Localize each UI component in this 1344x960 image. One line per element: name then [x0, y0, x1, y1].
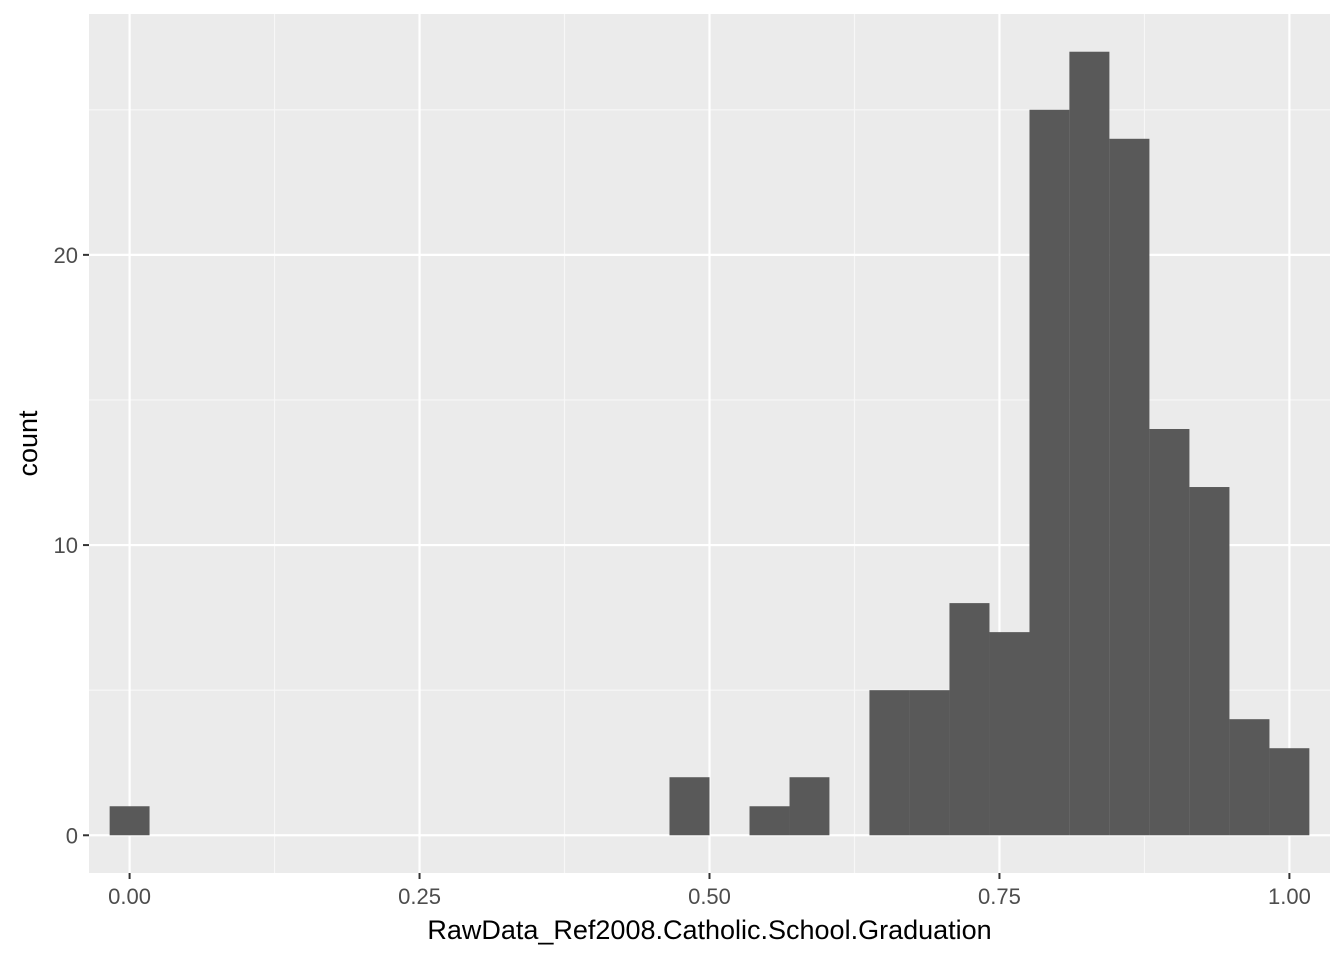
histogram-bar [989, 632, 1030, 836]
y-tick-label: 10 [54, 533, 78, 558]
histogram-bar [1229, 719, 1270, 836]
y-tick-label: 20 [54, 243, 78, 268]
x-tick-label: 0.50 [688, 884, 731, 909]
histogram-bar [749, 806, 790, 836]
histogram-bar [909, 690, 950, 836]
x-tick-label: 0.75 [978, 884, 1021, 909]
histogram-bar [949, 603, 990, 836]
y-tick-label: 0 [66, 823, 78, 848]
histogram-bar [789, 777, 830, 836]
histogram-bars [109, 51, 1310, 836]
histogram-bar [869, 690, 910, 836]
histogram-bar [1109, 138, 1150, 836]
histogram-bar [109, 806, 150, 836]
histogram-bar [1029, 109, 1070, 836]
x-axis-title: RawData_Ref2008.Catholic.School.Graduati… [427, 915, 991, 945]
x-tick-label: 0.00 [108, 884, 151, 909]
x-tick-label: 0.25 [398, 884, 441, 909]
x-tick-label: 1.00 [1268, 884, 1311, 909]
y-axis: 0 10 20 [54, 243, 89, 848]
x-axis: 0.00 0.25 0.50 0.75 1.00 [108, 873, 1311, 909]
histogram-bar [1149, 428, 1190, 836]
histogram-bar [1069, 51, 1110, 836]
histogram-bar [669, 777, 710, 836]
histogram-bar [1269, 748, 1310, 836]
histogram-bar [1189, 487, 1230, 836]
y-axis-title: count [13, 410, 43, 477]
